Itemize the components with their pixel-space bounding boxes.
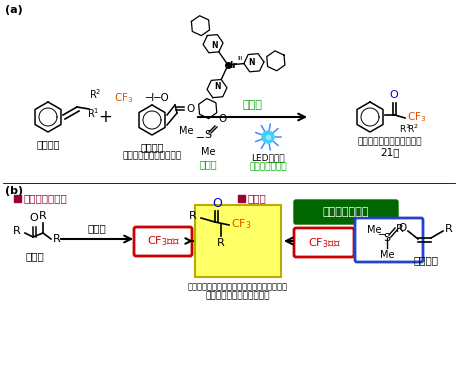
Text: R$^{1}$: R$^{1}$ bbox=[399, 123, 411, 135]
Text: 21例: 21例 bbox=[380, 147, 400, 157]
Text: 本方法: 本方法 bbox=[248, 193, 267, 203]
Text: O: O bbox=[398, 223, 406, 233]
Text: Me: Me bbox=[201, 147, 215, 157]
Text: Me: Me bbox=[367, 225, 382, 235]
Text: R: R bbox=[189, 211, 197, 221]
Bar bbox=[238, 195, 245, 202]
Text: 酸化剤: 酸化剤 bbox=[199, 159, 217, 169]
FancyBboxPatch shape bbox=[134, 227, 192, 256]
Text: CF$_3$試薬: CF$_3$試薬 bbox=[308, 236, 340, 250]
Text: (b): (b) bbox=[5, 186, 23, 196]
FancyBboxPatch shape bbox=[294, 200, 398, 224]
Bar bbox=[14, 195, 21, 202]
Text: アルケン: アルケン bbox=[414, 255, 438, 265]
Text: 一般的な従来法: 一般的な従来法 bbox=[24, 193, 68, 203]
Circle shape bbox=[262, 131, 274, 143]
Text: +: + bbox=[98, 108, 112, 126]
Text: R: R bbox=[445, 224, 453, 234]
Text: 光触媒: 光触媒 bbox=[242, 100, 262, 110]
Text: S: S bbox=[204, 130, 212, 140]
Text: N: N bbox=[215, 82, 221, 91]
Text: R$^{2}$: R$^{2}$ bbox=[89, 87, 101, 101]
Text: N: N bbox=[211, 41, 218, 50]
Text: 求電子的: 求電子的 bbox=[140, 142, 164, 152]
Text: Me: Me bbox=[180, 126, 194, 136]
Text: Me: Me bbox=[380, 250, 394, 260]
Text: Ir: Ir bbox=[229, 61, 237, 69]
Text: CF$_3$: CF$_3$ bbox=[407, 110, 426, 124]
FancyBboxPatch shape bbox=[294, 228, 354, 257]
Text: ─: ─ bbox=[196, 132, 203, 142]
Text: R: R bbox=[13, 226, 21, 236]
Text: 光触媒・可視光: 光触媒・可視光 bbox=[323, 207, 369, 217]
FancyBboxPatch shape bbox=[195, 205, 281, 277]
Text: S: S bbox=[383, 233, 391, 243]
Text: (a): (a) bbox=[5, 5, 23, 15]
Text: N: N bbox=[249, 58, 255, 68]
Text: 活性化: 活性化 bbox=[87, 223, 106, 233]
Text: R$^{1}$: R$^{1}$ bbox=[87, 106, 99, 120]
Text: III: III bbox=[237, 56, 243, 61]
Text: 様々な有機フッ素化合物に誘導可能な中間体: 様々な有機フッ素化合物に誘導可能な中間体 bbox=[188, 282, 288, 291]
Text: ケトン: ケトン bbox=[26, 251, 44, 261]
Text: O: O bbox=[30, 213, 38, 223]
Text: R: R bbox=[39, 211, 47, 221]
Text: O: O bbox=[186, 104, 194, 114]
Text: LEDランプ: LEDランプ bbox=[251, 153, 285, 162]
Text: O: O bbox=[212, 197, 222, 210]
Text: R: R bbox=[53, 234, 61, 244]
Text: CF$_3$試薬: CF$_3$試薬 bbox=[147, 234, 180, 248]
Text: O: O bbox=[390, 90, 398, 100]
Text: （可視光照射）: （可視光照射） bbox=[249, 162, 287, 171]
Text: O: O bbox=[218, 114, 226, 124]
Text: R: R bbox=[396, 224, 404, 234]
Text: ─: ─ bbox=[378, 230, 384, 240]
Text: トリフルオロメチルケトン: トリフルオロメチルケトン bbox=[206, 291, 270, 300]
Text: ─I─O: ─I─O bbox=[145, 93, 169, 103]
Text: CF$_3$: CF$_3$ bbox=[231, 217, 251, 231]
Text: アルケン: アルケン bbox=[36, 139, 60, 149]
Text: R$^{2}$: R$^{2}$ bbox=[407, 123, 419, 135]
Text: R: R bbox=[217, 238, 225, 248]
Text: トリフルオロメチル化剤: トリフルオロメチル化剤 bbox=[122, 151, 181, 160]
Text: CF$_3$: CF$_3$ bbox=[114, 91, 133, 105]
Text: トリフルオロメチルケトン: トリフルオロメチルケトン bbox=[358, 137, 422, 146]
FancyBboxPatch shape bbox=[355, 218, 423, 262]
